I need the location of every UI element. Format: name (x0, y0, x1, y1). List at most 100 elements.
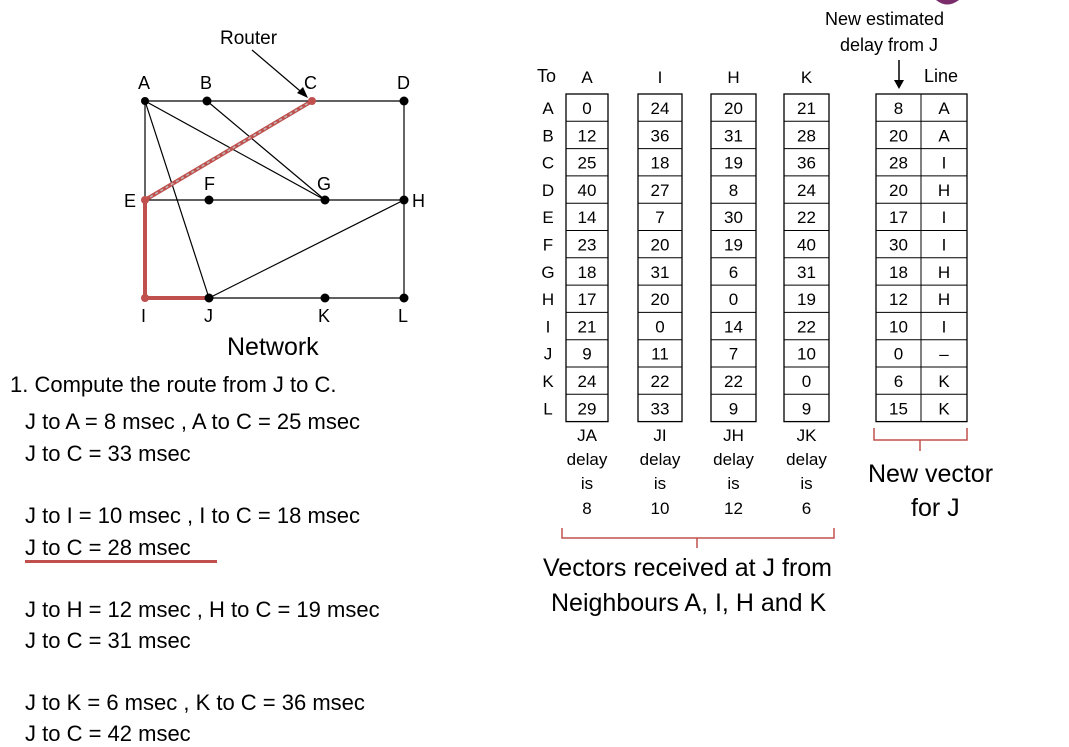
vector-cell-a: 17 (578, 290, 597, 309)
node-label-a: A (138, 73, 150, 93)
node-label-g: G (317, 174, 331, 194)
route-e-c-dash (144, 100, 313, 201)
vector-cell-a: 21 (578, 317, 597, 336)
node-h (399, 195, 409, 205)
vector-cell-a: 40 (578, 181, 597, 200)
new-delay-cell: 15 (889, 399, 908, 418)
new-delay-arrowhead-icon (894, 80, 904, 89)
node-label-i: I (141, 306, 146, 326)
node-label-c: C (304, 73, 317, 93)
node-k (320, 293, 330, 303)
new-vector-caption-2: for J (911, 494, 960, 522)
edge-j-h (208, 199, 405, 299)
node-label-f: F (204, 174, 215, 194)
vector-cell-h: 0 (729, 290, 738, 309)
row-label-j: J (544, 345, 553, 364)
vector-cell-k: 22 (797, 208, 816, 227)
node-f (204, 195, 214, 205)
new-line-cell: – (939, 345, 949, 364)
vector-cell-h: 31 (724, 126, 743, 145)
calc-line-5: J to H = 12 msec , H to C = 19 msec (25, 597, 380, 622)
vector-cell-i: 24 (651, 99, 670, 118)
vector-cell-h: 19 (724, 154, 743, 173)
column-header-a: A (581, 68, 593, 87)
vector-cell-i: 33 (651, 399, 670, 418)
vector-cell-k: 28 (797, 126, 816, 145)
edge-a-j (144, 100, 210, 299)
vector-cell-h: 8 (729, 181, 738, 200)
vector-cell-k: 36 (797, 154, 816, 173)
node-l (399, 293, 409, 303)
node-b (202, 96, 212, 106)
new-vector-brace (873, 428, 968, 451)
new-delay-cell: 12 (889, 290, 908, 309)
new-line-cell: A (938, 126, 950, 145)
node-j (204, 293, 214, 303)
vector-cell-k: 31 (797, 263, 816, 282)
delay-footer-i: is (654, 474, 666, 493)
column-header-h: H (727, 68, 739, 87)
calc-line-1: J to A = 8 msec , A to C = 25 msec (25, 409, 361, 434)
network-graph (144, 100, 405, 299)
vector-cell-i: 20 (651, 290, 670, 309)
vector-cell-i: 7 (655, 208, 664, 227)
vector-cell-h: 22 (724, 372, 743, 391)
delay-footer-a: is (581, 474, 593, 493)
vector-cell-k: 9 (802, 399, 811, 418)
vector-cell-a: 12 (578, 126, 597, 145)
row-label-g: G (541, 263, 554, 282)
node-labels: A B C D E F G H I J K L (124, 73, 425, 326)
router-arrow (251, 49, 307, 97)
new-line-cell: H (938, 263, 950, 282)
vector-cell-k: 10 (797, 345, 816, 364)
vector-cell-i: 11 (651, 345, 669, 364)
delay-footer-h: is (727, 474, 739, 493)
delay-footer-a: 8 (582, 499, 591, 518)
node-label-k: K (318, 306, 330, 326)
edge-b-g (206, 100, 326, 201)
new-estimated-title-1: New estimated (825, 9, 945, 29)
question-text: 1. Compute the route from J to C. (10, 372, 337, 397)
vector-cell-i: 27 (651, 181, 670, 200)
new-line-cell: I (942, 154, 947, 173)
new-delay-cell: 20 (889, 126, 908, 145)
delay-footer-i: 10 (651, 499, 670, 518)
row-label-h: H (542, 290, 554, 309)
vector-cell-h: 7 (729, 345, 738, 364)
routing-tables: ABCDEFGHIJKLA0122540142318172192429JAdel… (541, 68, 968, 518)
vector-cell-a: 0 (582, 99, 591, 118)
node-label-h: H (412, 191, 425, 211)
vector-cell-h: 30 (724, 208, 743, 227)
vector-cell-k: 22 (797, 317, 816, 336)
node-label-j: J (204, 306, 213, 326)
delay-footer-h: delay (713, 450, 754, 469)
new-delay-cell: 28 (889, 154, 908, 173)
vector-cell-i: 18 (651, 154, 670, 173)
row-label-f: F (543, 236, 553, 255)
new-line-cell: H (938, 290, 950, 309)
new-line-cell: K (938, 399, 950, 418)
new-delay-cell: 18 (889, 263, 908, 282)
node-label-e: E (124, 191, 136, 211)
vectors-caption-1: Vectors received at J from (543, 554, 833, 582)
delay-footer-h: 12 (724, 499, 743, 518)
new-line-cell: I (942, 236, 947, 255)
new-line-cell: H (938, 181, 950, 200)
vectors-brace (561, 528, 835, 548)
node-g (320, 195, 330, 205)
column-header-i: I (658, 68, 663, 87)
network-caption: Network (227, 333, 319, 361)
new-delay-cell: 17 (889, 208, 908, 227)
delay-footer-a: delay (567, 450, 608, 469)
row-label-d: D (542, 181, 554, 200)
to-column-header: To (537, 66, 557, 86)
node-c (308, 97, 316, 105)
vector-cell-i: 36 (651, 126, 670, 145)
vector-cell-i: 31 (651, 263, 670, 282)
vector-cell-h: 20 (724, 99, 743, 118)
vector-cell-a: 18 (578, 263, 597, 282)
new-delay-cell: 8 (894, 99, 903, 118)
vector-cell-k: 24 (797, 181, 816, 200)
row-label-l: L (543, 399, 552, 418)
vector-cell-h: 19 (724, 236, 743, 255)
